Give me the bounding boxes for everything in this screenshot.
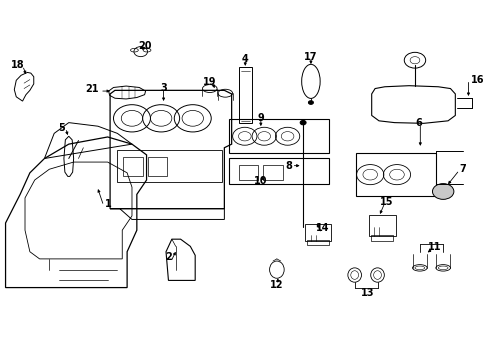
Bar: [355, 153, 435, 196]
Text: 19: 19: [203, 77, 216, 87]
Text: 8: 8: [285, 161, 292, 171]
Text: 20: 20: [138, 41, 152, 50]
Bar: [123, 157, 142, 176]
Text: 15: 15: [379, 197, 392, 207]
Text: 13: 13: [360, 288, 374, 298]
Text: 12: 12: [269, 280, 283, 290]
Bar: [368, 215, 395, 235]
Circle shape: [431, 184, 453, 199]
Text: 4: 4: [242, 54, 248, 64]
Text: 1: 1: [105, 199, 112, 210]
Bar: [304, 224, 331, 241]
Text: 3: 3: [160, 83, 166, 93]
Text: 17: 17: [304, 52, 317, 62]
Text: 16: 16: [470, 75, 484, 85]
Bar: [229, 119, 328, 153]
Bar: [117, 149, 222, 182]
Bar: [147, 157, 166, 176]
Text: 14: 14: [316, 224, 329, 233]
Text: 18: 18: [11, 60, 25, 70]
Text: 7: 7: [458, 164, 465, 174]
Circle shape: [308, 101, 313, 104]
Bar: [239, 165, 258, 180]
Bar: [263, 165, 282, 180]
Text: 6: 6: [415, 118, 421, 128]
Bar: [229, 158, 328, 184]
Text: 10: 10: [254, 176, 267, 186]
Circle shape: [300, 121, 305, 125]
Text: 5: 5: [59, 123, 65, 133]
Text: 21: 21: [85, 84, 98, 94]
Text: 11: 11: [427, 242, 441, 252]
Bar: [370, 235, 392, 241]
Text: 2: 2: [165, 252, 171, 262]
Bar: [306, 240, 328, 245]
Text: 9: 9: [257, 113, 264, 123]
Bar: [239, 67, 251, 123]
